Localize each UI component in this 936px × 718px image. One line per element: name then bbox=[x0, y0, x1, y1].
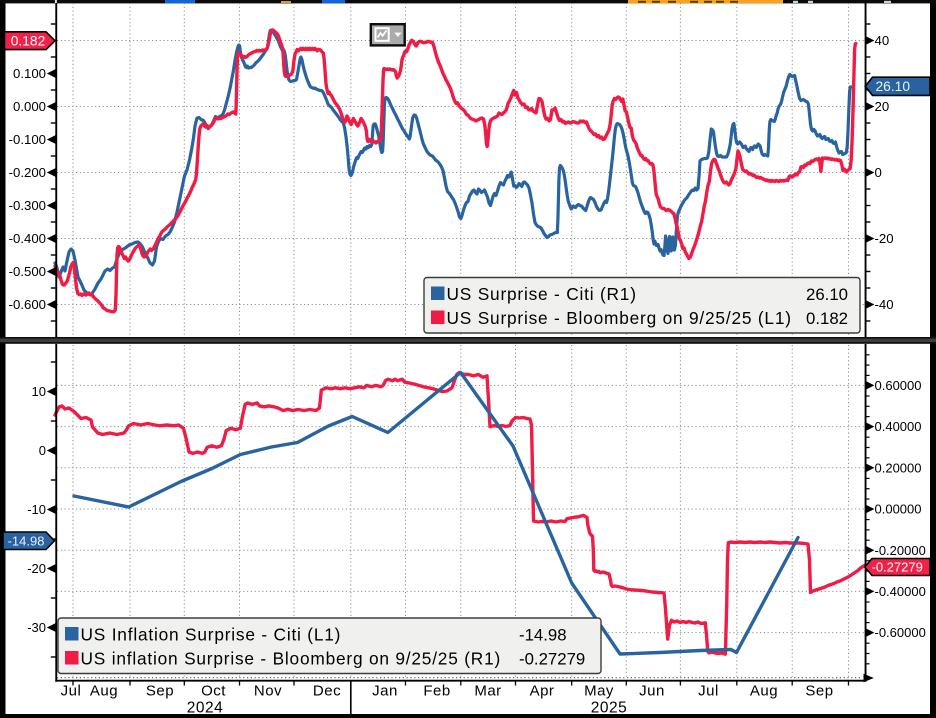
svg-text:-14.98: -14.98 bbox=[519, 626, 567, 645]
svg-text:US Surprise - Citi (R1): US Surprise - Citi (R1) bbox=[447, 284, 637, 304]
svg-text:20: 20 bbox=[875, 99, 890, 114]
svg-text:Feb: Feb bbox=[423, 683, 450, 700]
svg-text:0.100: 0.100 bbox=[13, 66, 46, 81]
svg-text:-10: -10 bbox=[27, 502, 46, 517]
svg-text:-0.200: -0.200 bbox=[9, 165, 46, 180]
svg-text:-0.20000: -0.20000 bbox=[875, 543, 926, 558]
svg-text:Dec: Dec bbox=[313, 683, 341, 700]
svg-text:Aug: Aug bbox=[750, 683, 778, 700]
svg-text:Jan: Jan bbox=[372, 683, 398, 700]
svg-text:10: 10 bbox=[32, 384, 46, 399]
svg-text:-0.100: -0.100 bbox=[9, 132, 46, 147]
svg-text:Jun: Jun bbox=[639, 683, 665, 700]
svg-text:US inflation Surprise - Bloomb: US inflation Surprise - Bloomberg on 9/2… bbox=[81, 649, 502, 669]
svg-text:US Inflation Surprise - Citi (: US Inflation Surprise - Citi (L1) bbox=[81, 625, 342, 645]
svg-text:-0.500: -0.500 bbox=[9, 264, 46, 279]
svg-text:Mar: Mar bbox=[474, 683, 501, 700]
svg-text:Apr: Apr bbox=[530, 683, 555, 700]
svg-text:0.20000: 0.20000 bbox=[875, 460, 922, 475]
svg-text:0.182: 0.182 bbox=[806, 309, 848, 328]
svg-text:-14.98: -14.98 bbox=[8, 534, 45, 549]
svg-text:0: 0 bbox=[39, 443, 46, 458]
svg-text:-0.40000: -0.40000 bbox=[875, 584, 926, 599]
svg-text:US Surprise - Bloomberg on 9/2: US Surprise - Bloomberg on 9/25/25 (L1) bbox=[447, 308, 792, 328]
svg-text:-40: -40 bbox=[875, 297, 894, 312]
svg-text:-20: -20 bbox=[875, 231, 894, 246]
svg-text:Jul: Jul bbox=[61, 683, 82, 700]
svg-text:-0.400: -0.400 bbox=[9, 231, 46, 246]
svg-text:Sep: Sep bbox=[805, 683, 833, 700]
svg-text:0.182: 0.182 bbox=[11, 34, 46, 49]
svg-text:26.10: 26.10 bbox=[876, 79, 911, 94]
svg-text:-20: -20 bbox=[27, 561, 46, 576]
svg-text:Sep: Sep bbox=[146, 683, 174, 700]
svg-text:0.60000: 0.60000 bbox=[875, 378, 922, 393]
svg-text:-0.27279: -0.27279 bbox=[519, 650, 585, 669]
svg-text:0: 0 bbox=[875, 165, 882, 180]
svg-text:-0.300: -0.300 bbox=[9, 198, 46, 213]
svg-text:-0.27279: -0.27279 bbox=[872, 560, 923, 575]
svg-text:26.10: 26.10 bbox=[806, 285, 848, 304]
svg-text:2024: 2024 bbox=[187, 700, 223, 717]
svg-text:2025: 2025 bbox=[591, 700, 627, 717]
svg-text:-0.60000: -0.60000 bbox=[875, 625, 926, 640]
svg-text:May: May bbox=[584, 683, 614, 700]
svg-text:0.000: 0.000 bbox=[13, 99, 46, 114]
svg-text:Aug: Aug bbox=[90, 683, 118, 700]
svg-text:-30: -30 bbox=[27, 620, 46, 635]
svg-text:Nov: Nov bbox=[254, 683, 282, 700]
svg-text:0.40000: 0.40000 bbox=[875, 419, 922, 434]
svg-text:-0.600: -0.600 bbox=[9, 297, 46, 312]
svg-text:40: 40 bbox=[875, 33, 890, 48]
svg-text:Jul: Jul bbox=[698, 683, 719, 700]
svg-text:0.00000: 0.00000 bbox=[875, 502, 922, 517]
svg-text:Oct: Oct bbox=[201, 683, 226, 700]
